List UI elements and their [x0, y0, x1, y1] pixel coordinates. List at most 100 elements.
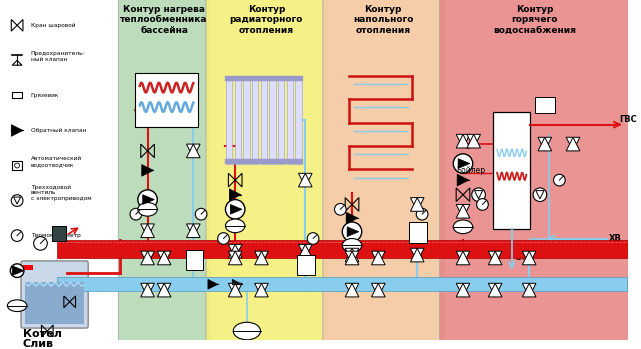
Polygon shape — [372, 251, 385, 265]
Polygon shape — [372, 251, 385, 265]
Polygon shape — [12, 266, 24, 275]
Polygon shape — [522, 251, 536, 265]
Polygon shape — [522, 283, 536, 297]
Bar — [410, 222, 427, 243]
Polygon shape — [345, 283, 359, 297]
Polygon shape — [141, 251, 154, 265]
Polygon shape — [488, 283, 502, 297]
Polygon shape — [456, 283, 470, 297]
Polygon shape — [12, 125, 23, 136]
Circle shape — [453, 154, 472, 173]
Text: Слив: Слив — [23, 339, 54, 349]
Polygon shape — [157, 251, 171, 265]
Polygon shape — [346, 212, 358, 224]
Bar — [185, 250, 203, 270]
Polygon shape — [372, 283, 385, 297]
Polygon shape — [141, 283, 154, 297]
Polygon shape — [522, 283, 536, 297]
Polygon shape — [141, 283, 154, 297]
Bar — [135, 73, 198, 127]
Circle shape — [472, 188, 485, 201]
Polygon shape — [467, 134, 481, 148]
Circle shape — [226, 200, 245, 219]
Text: Контур нагрева
теплообменника
бассейна: Контур нагрева теплообменника бассейна — [121, 5, 208, 35]
Polygon shape — [372, 283, 385, 297]
Text: Грязевик: Грязевик — [31, 93, 59, 98]
Polygon shape — [228, 244, 242, 258]
Polygon shape — [456, 134, 470, 148]
Text: Автоматический
водоотводчик: Автоматический водоотводчик — [31, 156, 82, 167]
Text: Контур
горячего
водоснабжения: Контур горячего водоснабжения — [493, 5, 576, 35]
Bar — [287, 76, 293, 164]
Polygon shape — [488, 251, 502, 265]
Polygon shape — [208, 280, 218, 289]
Polygon shape — [141, 224, 154, 238]
Text: ГВС: ГВС — [620, 114, 638, 124]
Polygon shape — [522, 251, 536, 265]
Text: Бойлер: Бойлер — [456, 166, 485, 175]
Text: Котел: Котел — [23, 329, 62, 339]
Bar — [12, 161, 22, 170]
Ellipse shape — [453, 220, 472, 233]
Text: Насос
циркуляционный: Насос циркуляционный — [31, 261, 84, 272]
Polygon shape — [538, 137, 552, 151]
Text: Кран шаровой: Кран шаровой — [31, 23, 75, 28]
Circle shape — [554, 174, 565, 186]
Polygon shape — [187, 144, 200, 158]
Polygon shape — [345, 251, 359, 265]
Circle shape — [307, 233, 319, 244]
Bar — [243, 76, 250, 164]
Bar — [12, 92, 22, 98]
Text: Подпитка: Подпитка — [290, 281, 346, 291]
Circle shape — [218, 233, 229, 244]
Polygon shape — [345, 283, 359, 297]
Bar — [25, 282, 84, 324]
Polygon shape — [456, 205, 470, 218]
Polygon shape — [142, 164, 153, 176]
Polygon shape — [187, 144, 200, 158]
Circle shape — [138, 190, 157, 209]
Polygon shape — [467, 134, 481, 148]
Text: ХВ: ХВ — [609, 234, 622, 243]
Text: Экспансомат
(мембранный бак): Экспансомат (мембранный бак) — [31, 296, 88, 307]
Polygon shape — [228, 244, 242, 258]
Text: Слив: Слив — [515, 253, 534, 262]
Polygon shape — [456, 134, 470, 148]
Polygon shape — [157, 251, 171, 265]
Bar — [57, 277, 626, 291]
Polygon shape — [187, 224, 200, 238]
FancyBboxPatch shape — [119, 0, 210, 342]
Ellipse shape — [138, 202, 157, 216]
Bar — [295, 76, 302, 164]
Polygon shape — [299, 173, 312, 187]
Polygon shape — [254, 283, 269, 297]
Circle shape — [342, 222, 362, 242]
Polygon shape — [157, 283, 171, 297]
Polygon shape — [228, 283, 242, 297]
Polygon shape — [143, 195, 154, 205]
Text: Обратный клапан: Обратный клапан — [31, 128, 87, 133]
Polygon shape — [228, 251, 242, 265]
Polygon shape — [157, 283, 171, 297]
Bar — [57, 240, 631, 258]
Text: Контур
напольного
отопления: Контур напольного отопления — [353, 5, 413, 35]
Bar — [297, 255, 315, 275]
Circle shape — [477, 199, 488, 210]
Polygon shape — [345, 251, 359, 265]
Ellipse shape — [233, 322, 260, 340]
Ellipse shape — [8, 300, 27, 312]
Text: Трехходовой
вентиль
с электроприводом: Трехходовой вентиль с электроприводом — [31, 184, 92, 201]
Text: Контур
радиаторного
отопления: Контур радиаторного отопления — [229, 5, 303, 35]
Bar — [252, 76, 258, 164]
Polygon shape — [410, 198, 424, 211]
Ellipse shape — [226, 219, 245, 233]
Polygon shape — [488, 283, 502, 297]
Polygon shape — [141, 224, 154, 238]
Polygon shape — [410, 248, 424, 262]
Polygon shape — [488, 251, 502, 265]
Polygon shape — [141, 251, 154, 265]
Polygon shape — [299, 244, 312, 258]
Bar — [260, 76, 267, 164]
Polygon shape — [345, 248, 359, 262]
Ellipse shape — [342, 238, 362, 252]
